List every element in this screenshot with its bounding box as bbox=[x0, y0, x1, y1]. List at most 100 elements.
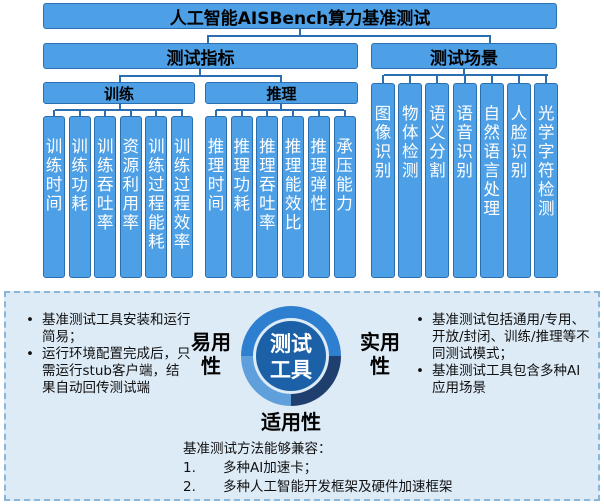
inference-metric-column-label: 推理吞吐率 bbox=[259, 137, 276, 232]
connector bbox=[207, 35, 209, 43]
practicality-label: 实用性 bbox=[352, 330, 408, 378]
practical-point: 基准测试包括通用/专用、开放/封闭、训练/推理等不同测试模式； bbox=[412, 312, 592, 363]
connector bbox=[199, 69, 201, 75]
scenarios-box: 测试场景 bbox=[371, 43, 557, 69]
main-title-box: 人工智能AISBench算力基准测试 bbox=[43, 3, 557, 29]
ease-points: 基准测试工具安装和运行简易； 运行环境配置完成后，只需运行stub客户端，结果自… bbox=[22, 312, 192, 397]
connector bbox=[216, 109, 344, 111]
training-metric-column: 训练吞吐率 bbox=[94, 116, 117, 278]
practical-point: 基准测试工具包含多种AI应用场景 bbox=[412, 363, 592, 397]
compat-text: 多种人工智能开发框架及硬件加速框架 bbox=[223, 479, 453, 495]
connector bbox=[119, 75, 121, 82]
compat-intro: 基准测试方法能够兼容： bbox=[183, 441, 332, 457]
connector bbox=[104, 110, 107, 116]
indicators-box: 测试指标 bbox=[43, 43, 358, 69]
scenarios-label: 测试场景 bbox=[430, 48, 498, 69]
ring-segment-right bbox=[291, 356, 341, 406]
scenario-column: 光学字符检测 bbox=[534, 83, 559, 278]
inference-metric-column: 推理吞吐率 bbox=[256, 116, 279, 278]
scenario-column-label: 语义分割 bbox=[429, 104, 446, 180]
scenario-column: 自然语言处理 bbox=[479, 83, 504, 278]
scenario-column-label: 图像识别 bbox=[374, 104, 392, 180]
ring-segment-top bbox=[241, 306, 341, 356]
tool-ring-diagram: 测试 工具 bbox=[241, 306, 341, 406]
training-metric-column: 训练过程效率 bbox=[171, 116, 193, 278]
connector bbox=[215, 110, 217, 116]
connector bbox=[299, 29, 301, 35]
ease-point: 运行环境配置完成后，只需运行stub客户端，结果自动回传测试端 bbox=[22, 346, 192, 397]
training-metric-column-label: 资源利用率 bbox=[122, 137, 140, 232]
inference-metric-column-label: 推理功耗 bbox=[233, 137, 250, 213]
ring-segment-left bbox=[241, 356, 291, 406]
training-metric-column: 训练功耗 bbox=[68, 116, 91, 278]
compat-item-1: 1. 多种AI加速卡； bbox=[183, 460, 317, 477]
inference-metric-column-label: 承压能力 bbox=[336, 137, 353, 213]
connector bbox=[280, 75, 282, 82]
connector bbox=[343, 110, 346, 116]
connector bbox=[317, 110, 320, 116]
connector bbox=[155, 110, 158, 116]
training-metric-column-label: 训练时间 bbox=[45, 137, 63, 213]
scenario-column: 物体检测 bbox=[398, 83, 423, 278]
main-title: 人工智能AISBench算力基准测试 bbox=[169, 8, 431, 29]
connector bbox=[266, 110, 269, 116]
ease-point: 基准测试工具安装和运行简易； bbox=[22, 312, 192, 346]
connector bbox=[409, 75, 412, 83]
scenario-column-label: 人脸识别 bbox=[510, 104, 528, 180]
scenario-column-label: 光学字符检测 bbox=[537, 104, 555, 218]
ease-of-use-label: 易用性 bbox=[186, 330, 236, 378]
connector bbox=[129, 110, 132, 116]
inference-metric-column: 承压能力 bbox=[333, 116, 356, 278]
training-metric-column-label: 训练功耗 bbox=[71, 137, 88, 213]
connector bbox=[436, 75, 439, 83]
compat-item-2: 2. 多种人工智能开发框架及硬件加速框架 bbox=[183, 479, 453, 496]
connector bbox=[489, 35, 491, 43]
scenario-column: 人脸识别 bbox=[507, 83, 531, 278]
applicability-text: 适用性 bbox=[261, 410, 321, 434]
training-metric-column: 训练过程能耗 bbox=[145, 116, 168, 278]
connector bbox=[463, 69, 465, 75]
ease-of-use-text: 易用性 bbox=[191, 330, 231, 378]
connector bbox=[518, 75, 520, 83]
inference-metric-column-label: 推理时间 bbox=[207, 137, 225, 213]
practicality-text: 实用性 bbox=[360, 330, 400, 378]
connector bbox=[490, 75, 493, 83]
inference-metric-column-label: 推理弹性 bbox=[310, 137, 328, 213]
connector bbox=[181, 110, 183, 116]
inference-metric-column: 推理功耗 bbox=[230, 116, 253, 278]
connector bbox=[207, 35, 490, 37]
training-metric-column-label: 训练过程效率 bbox=[173, 137, 191, 251]
scenario-column: 图像识别 bbox=[371, 83, 395, 278]
inference-metric-column: 推理能效比 bbox=[282, 116, 305, 278]
practical-points: 基准测试包括通用/专用、开放/封闭、训练/推理等不同测试模式； 基准测试工具包含… bbox=[412, 312, 592, 397]
scenario-column-label: 物体检测 bbox=[401, 104, 419, 180]
connector bbox=[280, 104, 282, 110]
connector bbox=[545, 75, 548, 83]
training-label: 训练 bbox=[103, 84, 134, 103]
inference-metric-column-label: 推理能效比 bbox=[284, 137, 302, 232]
training-metric-column-label: 训练吞吐率 bbox=[96, 137, 114, 232]
scenario-column: 语义分割 bbox=[425, 83, 450, 278]
compat-num: 1. bbox=[183, 460, 196, 476]
applicability-label: 适用性 bbox=[246, 410, 336, 434]
scenario-column-label: 语音识别 bbox=[456, 104, 473, 180]
connector bbox=[384, 74, 548, 76]
connector bbox=[119, 104, 121, 110]
connector bbox=[53, 110, 55, 116]
inference-metric-column: 推理时间 bbox=[205, 116, 227, 278]
indicators-label: 测试指标 bbox=[166, 48, 235, 69]
training-metric-column-label: 训练过程能耗 bbox=[148, 137, 165, 251]
connector bbox=[463, 75, 466, 83]
connector bbox=[240, 110, 243, 116]
training-metric-column: 资源利用率 bbox=[119, 116, 142, 278]
training-metric-column: 训练时间 bbox=[43, 116, 65, 278]
tool-center-label-1: 测试 bbox=[270, 332, 312, 356]
inference-metric-column: 推理弹性 bbox=[307, 116, 330, 278]
connector bbox=[78, 110, 81, 116]
tool-center-label-2: 工具 bbox=[270, 358, 312, 382]
training-box: 训练 bbox=[43, 82, 195, 104]
connector bbox=[382, 75, 384, 83]
connector bbox=[292, 110, 295, 116]
connector bbox=[55, 109, 183, 111]
compat-text: 多种AI加速卡； bbox=[223, 460, 318, 476]
